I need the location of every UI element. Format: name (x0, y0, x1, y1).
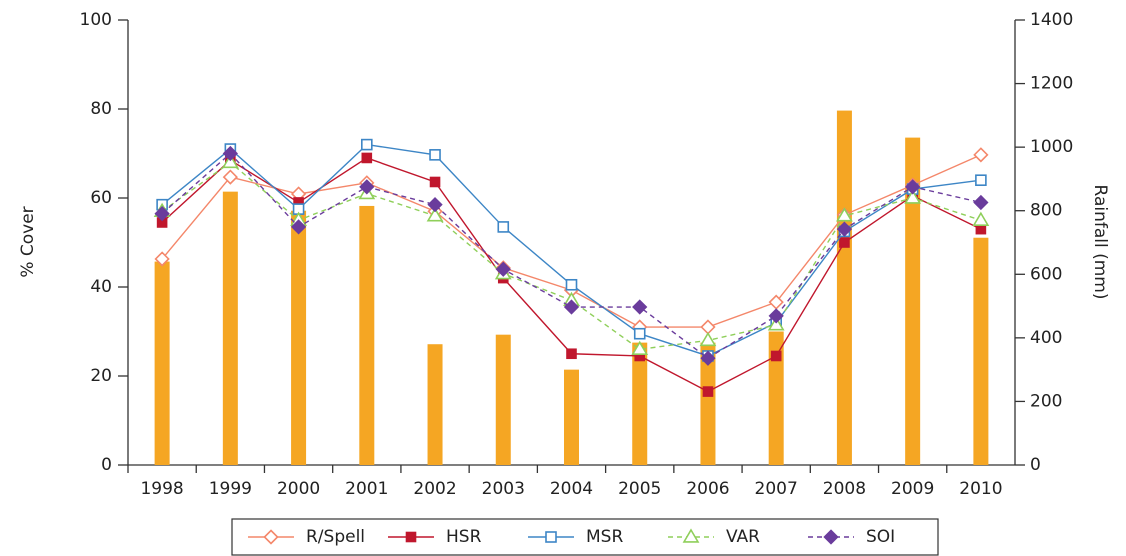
marker (222, 145, 238, 162)
y2-tick-label: 1200 (1030, 74, 1073, 94)
marker (359, 179, 375, 195)
series-line (161, 152, 982, 360)
marker (565, 278, 578, 291)
marker (975, 223, 987, 235)
marker (905, 179, 921, 195)
x-tick-label: 1999 (209, 479, 252, 499)
bar (154, 261, 170, 465)
marker (405, 531, 417, 543)
marker (700, 319, 716, 335)
legend-label: R/Spell (306, 527, 365, 547)
marker (770, 350, 782, 362)
marker (361, 152, 373, 164)
legend-label: VAR (726, 527, 760, 547)
y2-axis-label: Rainfall (mm) (1090, 185, 1110, 300)
marker (290, 219, 307, 235)
marker (682, 528, 700, 543)
marker (563, 299, 580, 315)
marker (545, 531, 557, 543)
y-axis-label: % Cover (18, 206, 38, 277)
series-line (161, 143, 981, 357)
marker (566, 348, 577, 360)
bar (291, 210, 307, 465)
y2-tick-label: 600 (1030, 264, 1062, 284)
marker (836, 207, 853, 222)
marker (836, 221, 853, 237)
marker (973, 147, 989, 163)
y-tick-label: 0 (101, 455, 112, 475)
marker (973, 194, 989, 211)
bar (427, 344, 443, 465)
marker (497, 221, 510, 233)
x-tick-label: 2002 (413, 479, 456, 499)
bar (632, 342, 648, 465)
bar (905, 137, 921, 465)
bar (836, 110, 852, 465)
x-tick-label: 2004 (550, 479, 593, 499)
x-tick-label: 2010 (959, 479, 1002, 499)
y2-tick-label: 400 (1030, 328, 1062, 348)
marker (154, 251, 170, 267)
y2-tick-label: 200 (1030, 391, 1062, 411)
marker (222, 169, 238, 185)
marker (633, 327, 646, 340)
marker (839, 237, 850, 248)
marker (972, 211, 990, 226)
marker (495, 261, 511, 277)
bar (222, 191, 238, 465)
marker (702, 386, 714, 397)
marker (699, 331, 717, 347)
y-tick-label: 60 (90, 188, 112, 208)
marker (975, 174, 987, 186)
legend-label: HSR (446, 527, 482, 547)
x-tick-label: 2001 (345, 479, 388, 499)
marker (767, 316, 785, 331)
x-tick-label: 2003 (482, 479, 525, 499)
marker (632, 299, 648, 315)
y2-tick-label: 1000 (1030, 137, 1073, 157)
bar (564, 369, 579, 465)
y-tick-label: 100 (80, 10, 112, 30)
bar (700, 342, 716, 465)
marker (429, 176, 441, 188)
y2-tick-label: 800 (1030, 201, 1062, 221)
bar (359, 205, 375, 466)
x-tick-label: 2009 (891, 479, 934, 499)
marker (426, 207, 444, 222)
y-tick-label: 80 (90, 99, 112, 119)
marker (904, 189, 922, 204)
x-tick-label: 2006 (686, 479, 729, 499)
x-tick-label: 1998 (140, 479, 183, 499)
x-tick-label: 2005 (618, 479, 661, 499)
y-tick-label: 20 (90, 366, 112, 386)
x-tick-label: 2007 (755, 479, 798, 499)
y2-tick-label: 0 (1030, 455, 1041, 475)
bar (495, 334, 511, 465)
bar (973, 237, 989, 465)
x-tick-label: 2000 (277, 479, 320, 499)
marker (154, 205, 170, 222)
marker (427, 197, 443, 213)
marker (429, 149, 441, 161)
marker (823, 529, 839, 545)
y2-tick-label: 1400 (1030, 10, 1073, 30)
legend-label: SOI (866, 527, 895, 547)
legend-label: MSR (586, 527, 623, 547)
marker (768, 308, 784, 324)
marker (221, 153, 239, 169)
legend-box (231, 518, 939, 556)
x-tick-label: 2008 (823, 479, 866, 499)
marker (263, 529, 279, 545)
marker (700, 350, 716, 366)
marker (361, 138, 373, 151)
marker (768, 294, 784, 310)
bar (768, 331, 784, 465)
marker (631, 340, 649, 356)
y-tick-label: 40 (90, 277, 112, 297)
